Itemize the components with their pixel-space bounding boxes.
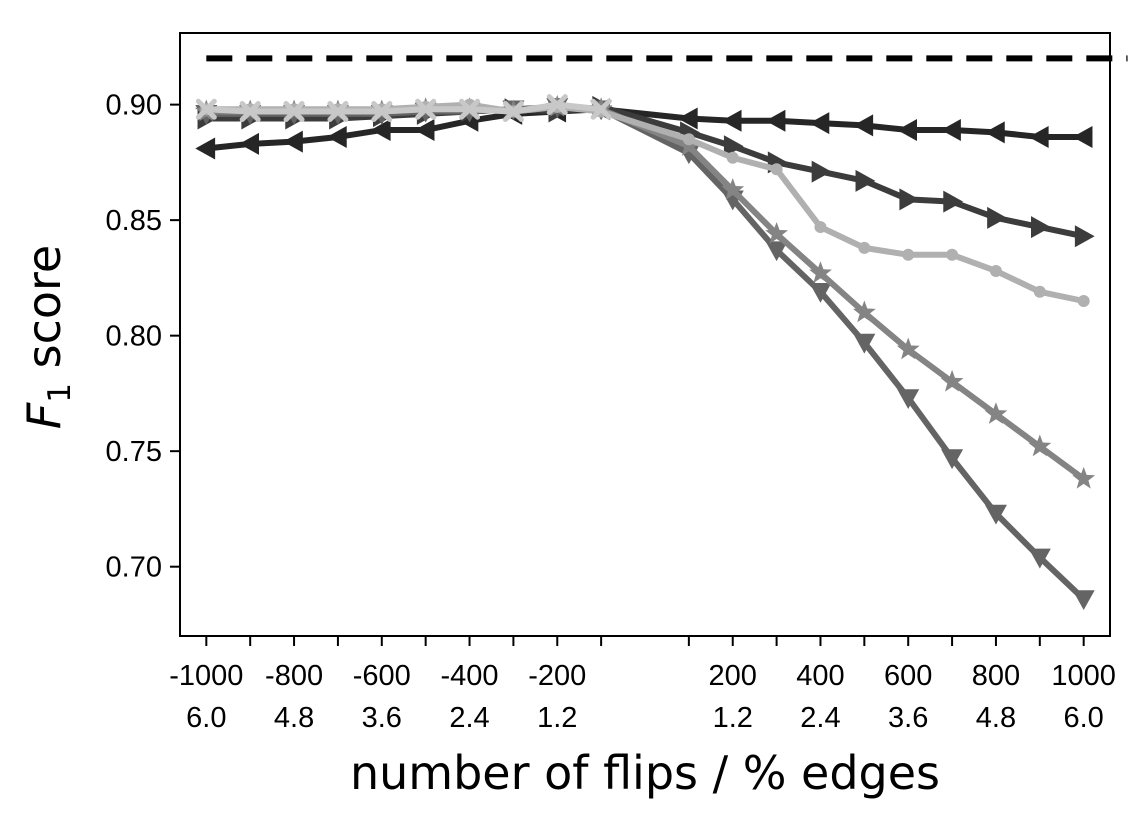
data-point-triangle-down — [1072, 590, 1095, 611]
data-point-x — [415, 98, 437, 120]
y-tick-label: 0.85 — [106, 205, 162, 237]
plot-frame — [179, 32, 1111, 637]
data-point-triangle-down — [853, 333, 876, 354]
data-point-circle — [946, 248, 959, 261]
data-point-triangle-left — [326, 125, 347, 148]
x-tick-label-percent: 2.4 — [449, 702, 489, 734]
data-point-star — [940, 369, 964, 392]
data-point-triangle-down — [941, 449, 964, 470]
data-point-triangle-down — [765, 241, 788, 262]
y-axis-title: F1 score — [17, 245, 78, 429]
data-point-star — [765, 222, 789, 244]
data-point-x — [283, 101, 305, 123]
data-point-triangle-right — [943, 190, 964, 213]
data-point-triangle-down — [809, 282, 832, 303]
data-point-x — [195, 98, 217, 120]
data-point-triangle-down — [984, 504, 1007, 525]
data-point-triangle-left — [941, 119, 961, 142]
x-tick-label-percent: 3.6 — [888, 702, 928, 734]
x-tick-label-flips: -200 — [528, 660, 586, 692]
x-tick-label-percent: 4.8 — [976, 702, 1016, 734]
y-axis-title-main: F — [17, 402, 71, 429]
data-point-triangle-left — [677, 107, 698, 130]
y-tick-label: 0.75 — [106, 436, 162, 468]
data-point-triangle-right — [723, 135, 744, 158]
y-tick-label: 0.70 — [106, 552, 162, 584]
data-point-x — [459, 98, 481, 120]
data-point-triangle-left — [239, 132, 259, 155]
data-point-circle — [726, 151, 739, 164]
data-point-triangle-left — [370, 119, 391, 142]
data-point-triangle-left — [1028, 125, 1049, 148]
x-tick-label-flips: 800 — [972, 660, 1020, 692]
data-point-circle — [1077, 295, 1090, 307]
data-point-triangle-right — [1031, 216, 1051, 239]
data-point-triangle-left — [1072, 125, 1093, 148]
series-x — [195, 94, 612, 123]
data-point-circle — [1033, 285, 1046, 298]
data-point-circle — [858, 241, 871, 254]
data-point-triangle-left — [984, 121, 1005, 144]
x-tick-label-percent: 6.0 — [1064, 702, 1104, 734]
data-point-triangle-right — [1074, 225, 1095, 248]
data-point-star — [852, 300, 876, 323]
data-point-star — [1072, 466, 1096, 489]
data-point-star — [984, 402, 1008, 424]
x-tick-label-flips: 200 — [709, 660, 757, 692]
x-tick-label-percent: 2.4 — [800, 702, 840, 734]
data-point-x — [327, 101, 349, 123]
data-point-x — [371, 101, 393, 123]
data-point-star — [809, 261, 832, 283]
data-point-x — [502, 101, 524, 123]
y-axis: 0.70 0.75 0.80 0.85 0.90 — [106, 90, 180, 584]
y-tick-label: 0.90 — [106, 90, 162, 122]
y-axis-title-subscript: 1 — [42, 383, 78, 403]
x-tick-label-percent: 3.6 — [362, 702, 402, 734]
data-point-triangle-left — [283, 130, 303, 153]
x-axis-title: number of flips / % edges — [350, 746, 940, 800]
data-point-star — [1028, 434, 1052, 457]
x-axis: -1000 6.0 -800 4.8 -600 3.6 -400 2.4 -200 1.2 200 1… — [169, 636, 1116, 734]
data-point-triangle-right — [811, 160, 832, 183]
x-tick-label-flips: -800 — [265, 660, 323, 692]
data-point-circle — [770, 163, 783, 176]
data-point-star — [721, 178, 745, 200]
data-point-triangle-left — [897, 119, 918, 142]
x-tick-label-flips: 600 — [884, 660, 932, 692]
data-point-x — [546, 94, 568, 116]
data-point-star — [896, 337, 920, 360]
data-point-triangle-left — [414, 119, 435, 142]
plot-area — [194, 55, 1128, 611]
data-point-circle — [682, 133, 695, 146]
data-point-triangle-left — [809, 112, 830, 135]
data-point-triangle-left — [853, 114, 874, 137]
x-tick-label-flips: 400 — [796, 660, 844, 692]
x-tick-label-percent: 1.2 — [537, 702, 577, 734]
data-point-triangle-right — [899, 188, 920, 211]
data-point-circle — [989, 264, 1002, 277]
x-tick-label-flips: -600 — [353, 660, 411, 692]
data-point-circle — [814, 221, 827, 234]
data-point-x — [239, 101, 261, 123]
x-tick-label-percent: 1.2 — [713, 702, 753, 734]
data-point-triangle-left — [195, 137, 216, 160]
x-tick-label-flips: 1000 — [1051, 660, 1116, 692]
x-tick-label-percent: 6.0 — [186, 702, 226, 734]
data-point-circle — [902, 248, 915, 261]
data-point-triangle-down — [1028, 548, 1051, 569]
data-point-triangle-left — [765, 109, 786, 132]
data-point-triangle-right — [855, 169, 876, 192]
x-tick-label-flips: -400 — [441, 660, 499, 692]
data-point-triangle-left — [721, 109, 742, 132]
x-tick-label-percent: 4.8 — [274, 702, 314, 734]
y-tick-label: 0.80 — [106, 321, 162, 353]
series-line-x — [203, 101, 605, 115]
data-point-triangle-right — [987, 206, 1007, 229]
x-tick-label-flips: -1000 — [169, 660, 243, 692]
y-axis-title-rest: score — [17, 245, 71, 383]
data-point-x — [590, 98, 612, 120]
data-point-triangle-down — [897, 389, 920, 410]
